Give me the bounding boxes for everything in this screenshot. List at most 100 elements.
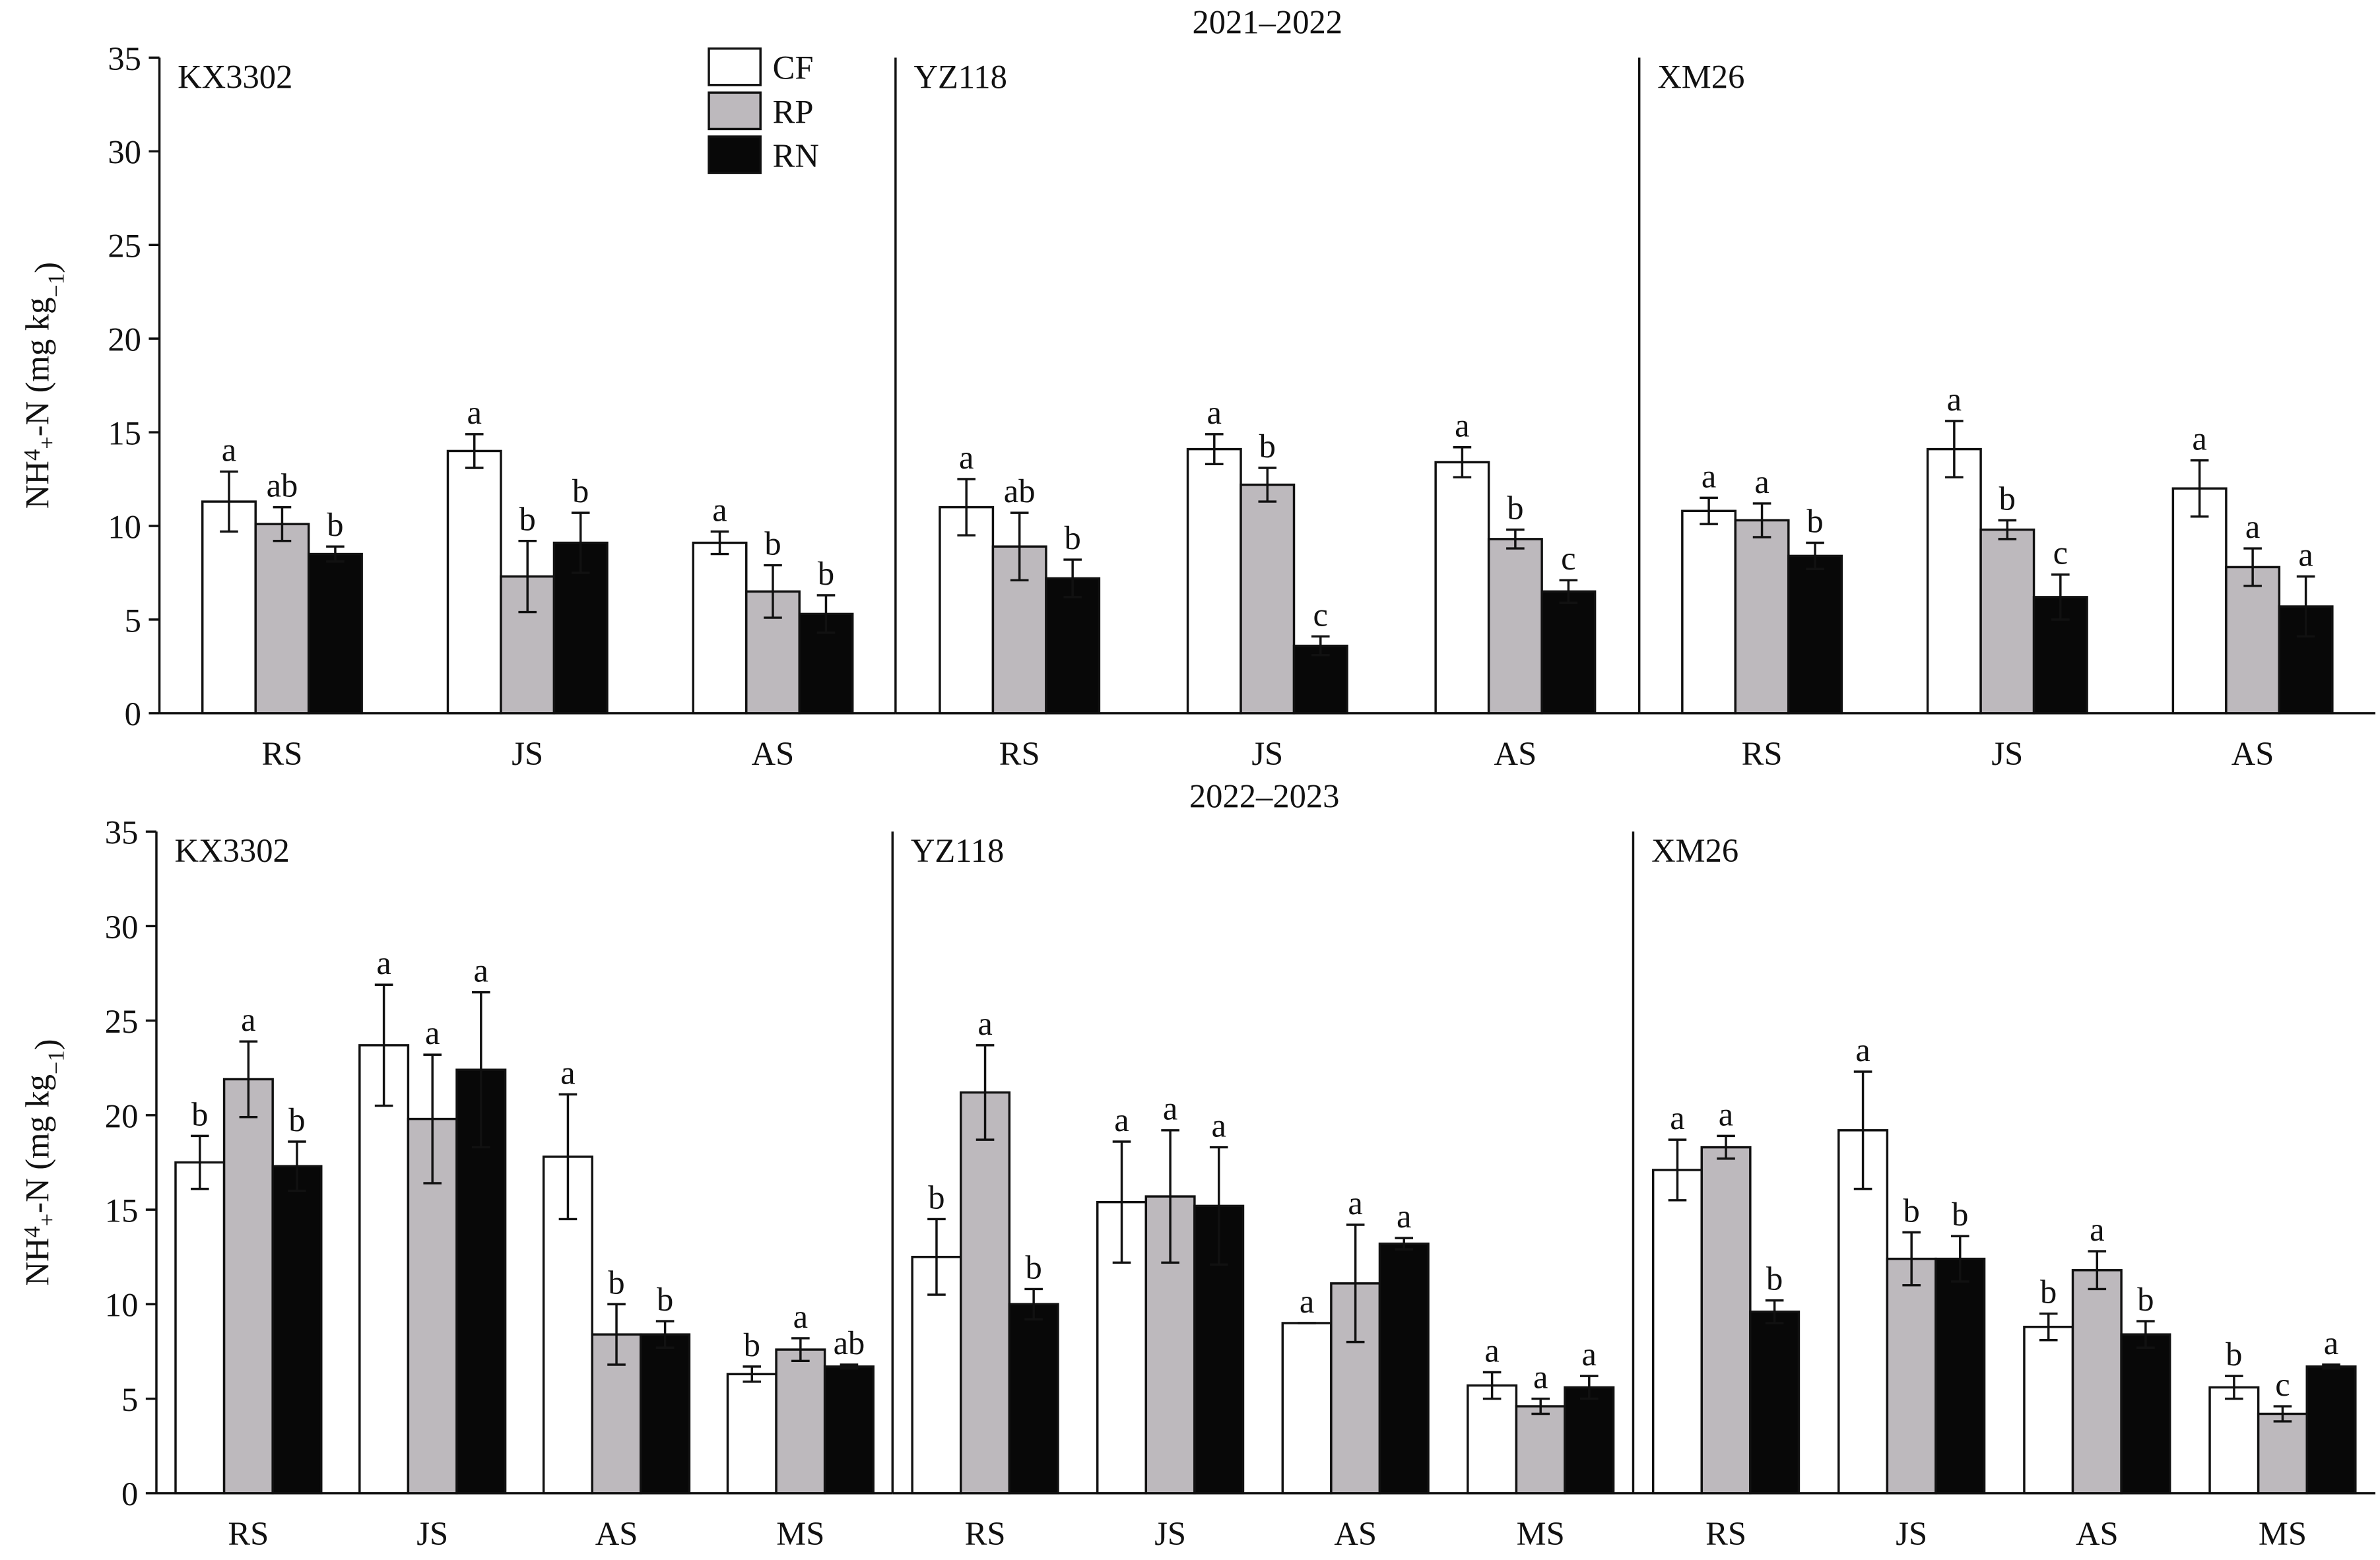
error-bar xyxy=(288,1140,306,1192)
panel-label: KX3302 xyxy=(178,58,292,95)
bar xyxy=(201,500,257,715)
x-tick-label: MS xyxy=(2259,1515,2307,1552)
significance-label: a xyxy=(712,491,727,528)
error-bar xyxy=(1063,558,1082,599)
error-bar xyxy=(1112,1140,1131,1264)
bar xyxy=(1378,1242,1430,1495)
x-tick-label: RS xyxy=(228,1515,269,1552)
bar xyxy=(2225,566,2281,715)
significance-label: b xyxy=(1065,519,1081,556)
row-title: 2021–2022 xyxy=(1192,4,1342,41)
significance-label: ab xyxy=(834,1324,865,1361)
y-tick-label: 0 xyxy=(121,1476,138,1512)
x-tick-label: RS xyxy=(262,735,303,772)
error-bar xyxy=(1311,635,1330,657)
y-tick-label: 35 xyxy=(108,40,141,77)
significance-label: a xyxy=(1754,463,1769,500)
error-bar xyxy=(2051,573,2070,621)
significance-label: b xyxy=(327,506,343,543)
significance-label: a xyxy=(959,439,974,476)
error-bar xyxy=(764,564,782,619)
error-bar xyxy=(1161,1129,1179,1264)
error-bar xyxy=(1765,1299,1784,1324)
significance-label: b xyxy=(572,472,589,509)
significance-label: b xyxy=(744,1326,760,1363)
bar xyxy=(1681,509,1737,715)
bar xyxy=(358,1044,410,1495)
error-bar xyxy=(710,530,729,556)
bar xyxy=(1700,1146,1752,1495)
panel-label: YZ118 xyxy=(911,832,1004,869)
y-axis-label-part: + xyxy=(35,1214,60,1226)
error-bar xyxy=(1205,433,1224,466)
y-tick-label: 25 xyxy=(105,1003,139,1040)
error-bar xyxy=(465,433,484,469)
error-bar xyxy=(975,1044,995,1141)
error-bar xyxy=(239,1040,258,1119)
x-tick-label: AS xyxy=(2076,1515,2119,1552)
bar xyxy=(775,1348,826,1495)
bar xyxy=(726,1373,777,1495)
error-bar xyxy=(571,511,590,574)
x-tick-label: AS xyxy=(752,735,795,772)
x-tick-label: JS xyxy=(512,735,543,772)
significance-label: a xyxy=(474,952,488,989)
bar xyxy=(1734,519,1790,715)
significance-label: b xyxy=(1903,1192,1920,1229)
panel-label: YZ118 xyxy=(913,58,1007,95)
significance-label: c xyxy=(2053,535,2068,571)
significance-label: b xyxy=(288,1101,305,1138)
error-bar xyxy=(1998,519,2017,540)
legend-swatch xyxy=(708,91,762,131)
error-bar xyxy=(423,1053,442,1185)
bar xyxy=(1837,1129,1889,1495)
error-bar xyxy=(190,1134,209,1190)
error-bar xyxy=(2296,575,2315,638)
bar xyxy=(960,1091,1011,1495)
significance-label: a xyxy=(222,432,236,469)
significance-label: a xyxy=(793,1298,808,1335)
bar xyxy=(640,1333,691,1495)
y-axis-label-part: -N (mg kg xyxy=(19,1074,56,1214)
y-axis-label-part: + xyxy=(35,436,60,449)
significance-label: c xyxy=(1561,540,1575,577)
bar xyxy=(1434,461,1490,715)
error-bar xyxy=(1024,1287,1043,1320)
error-bar xyxy=(1853,1070,1872,1190)
error-bar xyxy=(558,1093,578,1221)
y-tick-label: 5 xyxy=(121,1381,138,1418)
bar xyxy=(1926,447,1982,715)
x-tick-label: JS xyxy=(1896,1515,1927,1552)
error-bar xyxy=(1209,1146,1228,1266)
bar xyxy=(2257,1412,2308,1495)
error-bar xyxy=(1945,420,1964,478)
significance-label: a xyxy=(2298,536,2313,573)
x-tick-label: AS xyxy=(1334,1515,1377,1552)
bar xyxy=(254,523,310,715)
error-bar xyxy=(1700,496,1718,525)
significance-label: b xyxy=(2226,1336,2242,1373)
bar xyxy=(1240,483,1296,715)
y-tick-label: 30 xyxy=(108,134,141,171)
bar xyxy=(1045,577,1101,715)
bar xyxy=(823,1365,875,1495)
panel-label: XM26 xyxy=(1657,58,1744,95)
x-tick-label: RS xyxy=(965,1515,1006,1552)
error-bar xyxy=(1453,446,1472,478)
significance-label: a xyxy=(560,1054,575,1091)
y-tick-label: 30 xyxy=(105,909,139,946)
significance-label: b xyxy=(1999,480,2016,517)
error-bar xyxy=(273,505,292,542)
error-bar xyxy=(2243,547,2262,587)
significance-label: a xyxy=(1719,1095,1733,1132)
error-bar xyxy=(743,1365,762,1383)
significance-label: a xyxy=(425,1014,440,1051)
error-bar xyxy=(1395,1237,1414,1251)
error-bar xyxy=(1482,1371,1502,1400)
significance-label: a xyxy=(1533,1358,1548,1395)
x-tick-label: RS xyxy=(1705,1515,1746,1552)
error-bar xyxy=(2136,1320,2155,1349)
y-tick-label: 15 xyxy=(108,414,141,451)
significance-label: b xyxy=(1507,490,1523,527)
